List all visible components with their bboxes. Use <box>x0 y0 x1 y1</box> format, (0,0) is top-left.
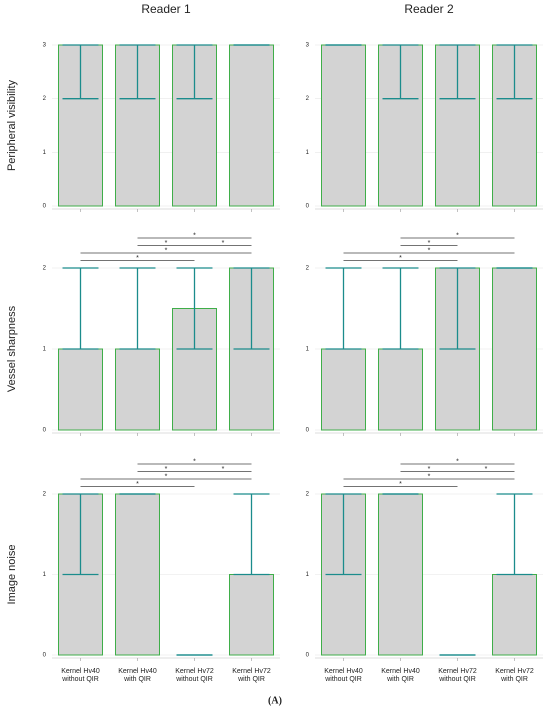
y-tick-label: 0 <box>43 653 47 659</box>
significance-label: * <box>222 466 225 473</box>
y-axis-label: Vessel sharpness <box>6 305 18 392</box>
significance-label: * <box>165 473 168 480</box>
significance-label: * <box>222 240 225 247</box>
y-tick-label: 2 <box>43 266 47 272</box>
x-tick-label: Kernel Hv40 <box>61 668 100 675</box>
significance-label: * <box>428 240 431 247</box>
x-tick-label: with QIR <box>237 676 265 683</box>
y-tick-label: 2 <box>43 96 47 102</box>
significance-label: * <box>456 232 459 239</box>
bar <box>378 348 423 431</box>
y-tick-label: 2 <box>306 266 310 272</box>
y-axis-label: Peripheral visibility <box>6 79 18 171</box>
bar <box>492 574 537 656</box>
y-axis-label: Image noise <box>6 545 18 605</box>
x-tick-label: with QIR <box>500 676 528 683</box>
bar <box>492 267 537 431</box>
y-tick-label: 2 <box>43 492 47 498</box>
y-tick-label: 2 <box>306 96 310 102</box>
bar <box>321 44 366 207</box>
x-tick-label: Kernel Hv72 <box>175 668 214 675</box>
x-tick-label: Kernel Hv40 <box>118 668 157 675</box>
x-tick-label: without QIR <box>175 676 213 683</box>
x-tick-label: Kernel Hv72 <box>495 668 534 675</box>
significance-label: * <box>136 255 139 262</box>
y-tick-label: 2 <box>306 492 310 498</box>
x-tick-label: without QIR <box>324 676 362 683</box>
significance-label: * <box>165 240 168 247</box>
y-tick-label: 1 <box>43 150 47 156</box>
y-tick-label: 0 <box>306 653 310 659</box>
bar <box>378 493 423 656</box>
bar <box>115 493 160 656</box>
column-title: Reader 1 <box>141 2 191 16</box>
x-tick-label: Kernel Hv40 <box>381 668 420 675</box>
y-tick-label: 0 <box>306 204 310 210</box>
y-tick-label: 1 <box>306 347 310 353</box>
bar <box>229 44 274 207</box>
column-title: Reader 2 <box>404 2 454 16</box>
significance-label: * <box>485 466 488 473</box>
x-tick-label: Kernel Hv40 <box>324 668 363 675</box>
x-tick-label: Kernel Hv72 <box>438 668 477 675</box>
significance-label: * <box>399 481 402 488</box>
x-tick-label: with QIR <box>123 676 151 683</box>
y-tick-label: 3 <box>306 43 310 49</box>
x-tick-label: with QIR <box>386 676 414 683</box>
y-tick-label: 1 <box>306 150 310 156</box>
significance-label: * <box>165 466 168 473</box>
significance-label: * <box>136 481 139 488</box>
x-tick-label: without QIR <box>438 676 476 683</box>
bar <box>229 574 274 656</box>
y-tick-label: 3 <box>43 43 47 49</box>
caption: (A) <box>268 695 282 706</box>
bar <box>115 348 160 431</box>
y-tick-label: 1 <box>43 572 47 578</box>
significance-label: * <box>456 458 459 465</box>
significance-label: * <box>193 458 196 465</box>
significance-label: * <box>399 255 402 262</box>
x-tick-label: without QIR <box>61 676 99 683</box>
significance-label: * <box>193 232 196 239</box>
y-tick-label: 0 <box>43 204 47 210</box>
bar <box>321 348 366 431</box>
x-tick-label: Kernel Hv72 <box>232 668 271 675</box>
y-tick-label: 1 <box>43 347 47 353</box>
significance-label: * <box>428 473 431 480</box>
significance-label: * <box>428 466 431 473</box>
significance-label: * <box>428 247 431 254</box>
y-tick-label: 1 <box>306 572 310 578</box>
y-tick-label: 0 <box>43 428 47 434</box>
significance-label: * <box>165 247 168 254</box>
bar <box>58 348 103 431</box>
y-tick-label: 0 <box>306 428 310 434</box>
